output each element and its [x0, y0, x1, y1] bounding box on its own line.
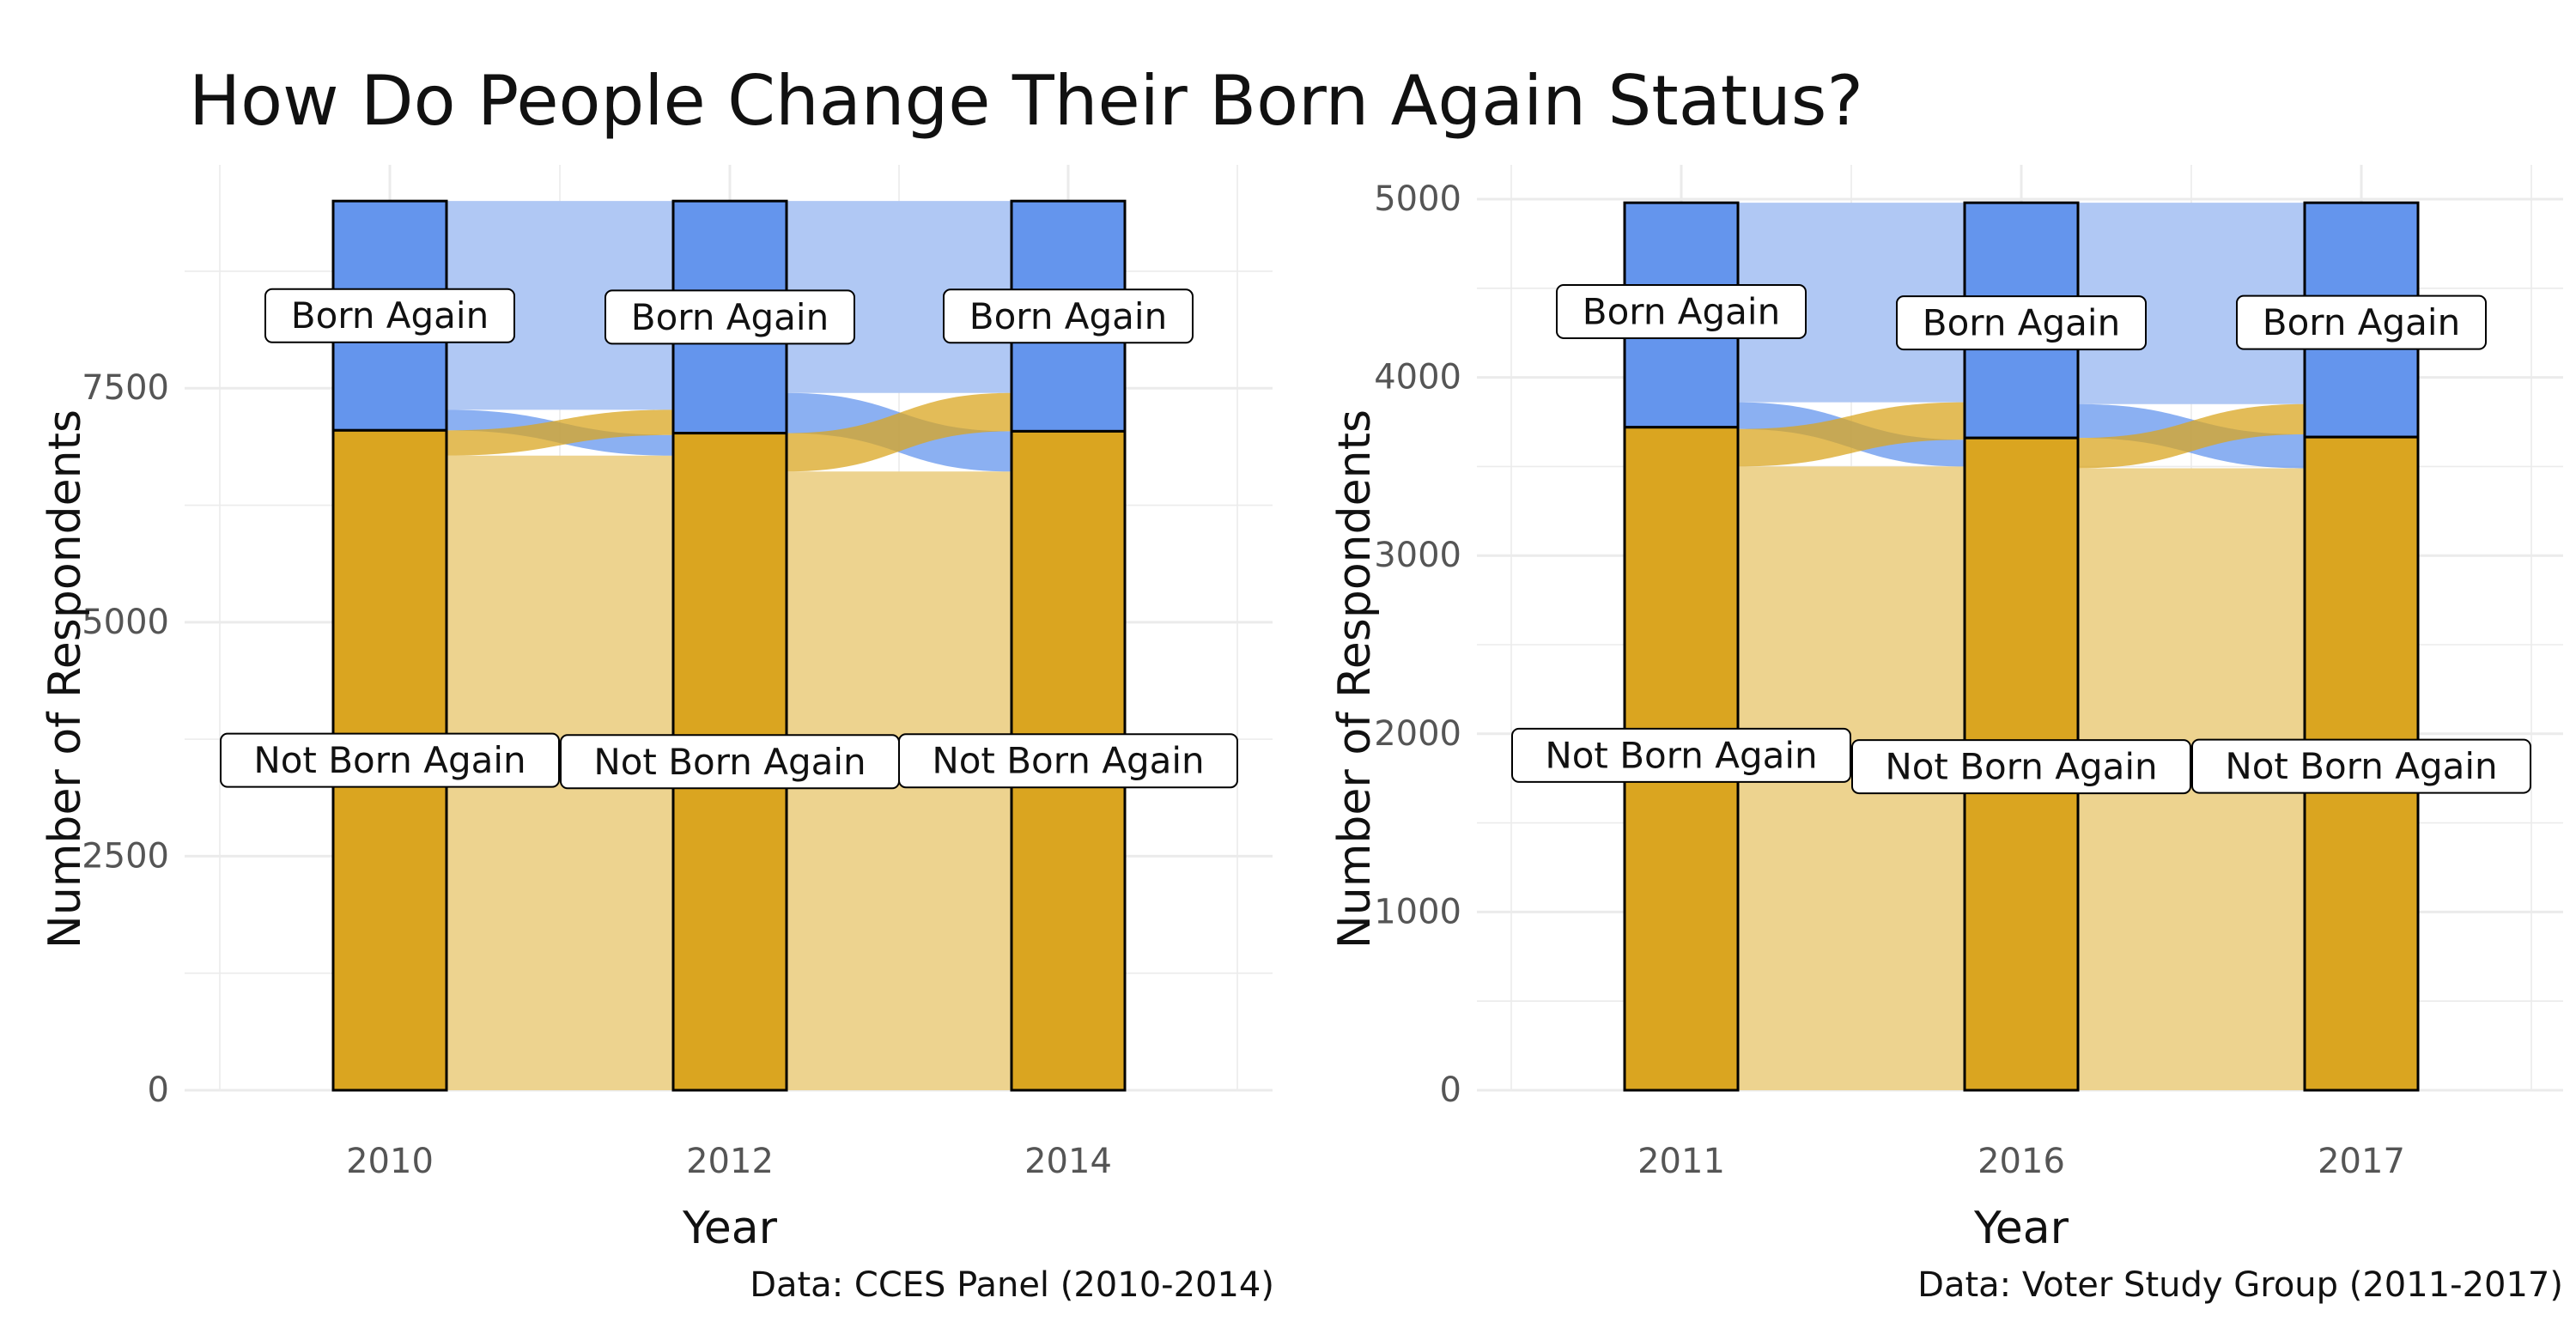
x-tick-label: 2016	[1978, 1142, 2065, 1181]
stratum-label-not-born-again: Not Born Again	[1545, 734, 1817, 776]
y-tick-label: 3000	[1374, 536, 1461, 575]
flow-switch-to-born-again	[447, 409, 673, 456]
stratum-label-not-born-again: Not Born Again	[2225, 745, 2497, 787]
flow-stay-born-again	[787, 201, 1012, 393]
chart-title: How Do People Change Their Born Again St…	[189, 61, 1863, 141]
chart-caption: Data: CCES Panel (2010-2014)	[750, 1265, 1274, 1305]
flow-switch-to-born-again	[1738, 402, 1965, 467]
stratum-label-box	[1851, 739, 2191, 795]
flow-switch-to-born-again	[2078, 403, 2305, 469]
stratum-label-box	[1511, 727, 1851, 783]
stratum-label-not-born-again: Not Born Again	[253, 739, 526, 781]
y-tick-label: 1000	[1374, 892, 1461, 931]
stratum-label-born-again: Born Again	[969, 295, 1167, 337]
flow-switch-to-born-again	[787, 392, 1012, 472]
stratum-label-born-again: Born Again	[2263, 301, 2460, 343]
x-tick-label: 2012	[686, 1142, 774, 1181]
stratum-label-born-again: Born Again	[1583, 290, 1780, 332]
y-tick-label: 5000	[1374, 179, 1461, 219]
stratum-label-born-again: Born Again	[291, 294, 489, 337]
flow-stay-born-again	[2078, 203, 2305, 404]
flow-stay-born-again	[1738, 203, 1965, 403]
x-tick-label: 2014	[1024, 1142, 1112, 1181]
stratum-label-box	[2191, 738, 2531, 794]
stratum-label-box	[898, 733, 1238, 789]
y-tick-label: 5000	[82, 603, 169, 642]
stratum-label-born-again: Born Again	[1923, 302, 2120, 344]
stratum-label-box	[2236, 294, 2487, 350]
x-tick-label: 2017	[2318, 1142, 2405, 1181]
x-tick-label: 2010	[346, 1142, 434, 1181]
x-axis-title: Year	[682, 1203, 778, 1254]
y-tick-label: 0	[148, 1070, 169, 1110]
y-tick-label: 0	[1440, 1070, 1461, 1110]
y-tick-label: 7500	[82, 368, 169, 408]
stratum-label-box	[943, 288, 1194, 344]
chart-caption: Data: Voter Study Group (2011-2017)	[1917, 1265, 2563, 1305]
stratum-label-not-born-again: Not Born Again	[1885, 746, 2157, 788]
y-tick-label: 4000	[1374, 358, 1461, 397]
stratum-label-box	[1896, 295, 2147, 351]
flow-stay-born-again	[447, 201, 673, 410]
y-axis-title: Number of Respondents	[39, 409, 91, 949]
y-tick-label: 2500	[82, 836, 169, 876]
x-tick-label: 2011	[1637, 1142, 1725, 1181]
y-axis-title: Number of Respondents	[1329, 409, 1381, 949]
stratum-label-born-again: Born Again	[631, 296, 829, 338]
x-axis-title: Year	[1973, 1203, 2069, 1254]
panel-2: Born Again Not Born Again Born Again Not Bo…	[1329, 165, 2563, 1305]
stratum-label-not-born-again: Not Born Again	[593, 741, 866, 783]
y-tick-label: 2000	[1374, 714, 1461, 754]
panel-1: Born Again Not Born Again Born Again Not Bo…	[39, 165, 1274, 1305]
stratum-label-box	[220, 732, 560, 788]
stratum-label-box	[1556, 283, 1807, 339]
stratum-label-box	[264, 288, 515, 343]
stratum-label-not-born-again: Not Born Again	[932, 740, 1204, 782]
stratum-label-box	[605, 289, 855, 345]
